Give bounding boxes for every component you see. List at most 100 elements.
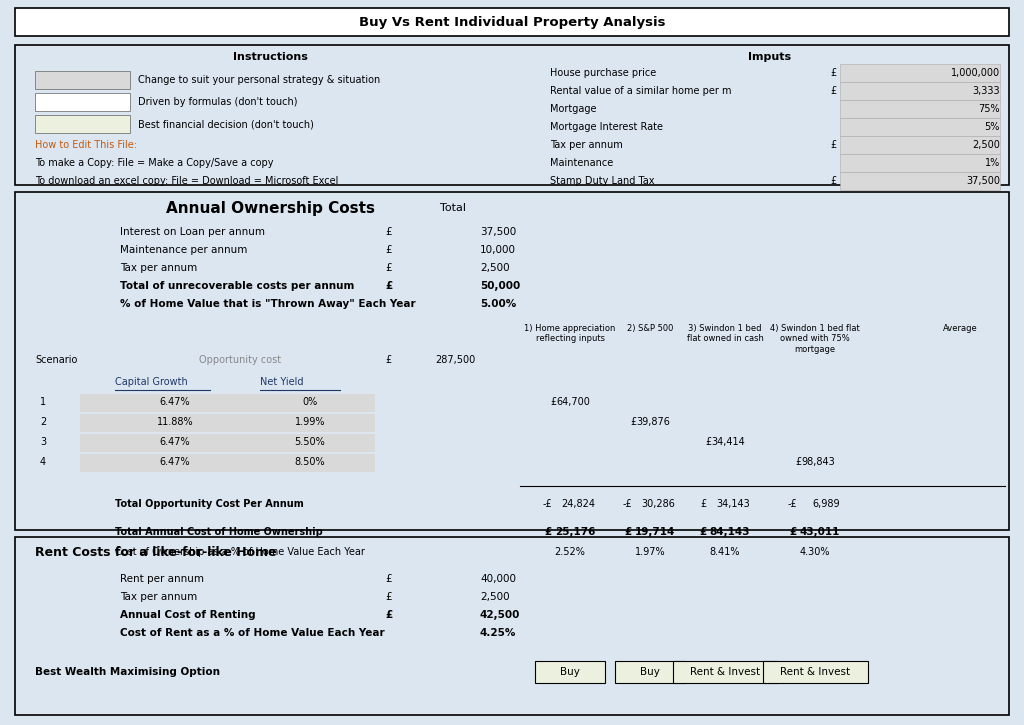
Text: 5.00%: 5.00% (480, 299, 516, 309)
Bar (840, 64, 1000, 82)
Text: -£: -£ (543, 499, 552, 509)
Text: 6.47%: 6.47% (160, 437, 190, 447)
Text: £: £ (699, 527, 707, 537)
Text: Maintenance per annum: Maintenance per annum (120, 245, 248, 255)
Bar (15, 537, 1009, 715)
Text: 6.47%: 6.47% (160, 457, 190, 467)
Text: Total: Total (440, 203, 466, 213)
Text: £: £ (705, 437, 712, 447)
Text: 6.47%: 6.47% (160, 397, 190, 407)
Text: Total Opportunity Cost Per Annum: Total Opportunity Cost Per Annum (115, 499, 304, 509)
Text: £: £ (385, 574, 391, 584)
Bar (15, 192, 1009, 530)
Text: Stamp Duty Land Tax: Stamp Duty Land Tax (550, 176, 654, 186)
Text: 34,143: 34,143 (716, 499, 750, 509)
Text: 2) S&P 500: 2) S&P 500 (627, 324, 673, 333)
Text: £: £ (385, 355, 391, 365)
Text: 37,500: 37,500 (480, 227, 516, 237)
Text: 25,176: 25,176 (555, 527, 595, 537)
Bar (840, 100, 1000, 118)
Text: % of Home Value that is "Thrown Away" Each Year: % of Home Value that is "Thrown Away" Ea… (120, 299, 416, 309)
Bar (80, 394, 375, 412)
Text: Maintenance: Maintenance (550, 158, 613, 168)
Bar (840, 136, 1000, 154)
Bar (80, 454, 375, 472)
Text: 3,333: 3,333 (973, 86, 1000, 96)
Text: 1%: 1% (985, 158, 1000, 168)
Text: 75%: 75% (978, 104, 1000, 114)
Bar (673, 661, 778, 683)
Text: 2: 2 (40, 417, 46, 427)
Text: Best financial decision (don't touch): Best financial decision (don't touch) (138, 119, 314, 129)
Text: 1: 1 (40, 397, 46, 407)
Text: £: £ (385, 281, 392, 291)
Text: Tax per annum: Tax per annum (550, 140, 623, 150)
Text: Scenario: Scenario (35, 355, 78, 365)
Text: 0%: 0% (302, 397, 317, 407)
Text: 1.99%: 1.99% (295, 417, 326, 427)
Text: Net Yield: Net Yield (260, 377, 303, 387)
Text: Annual Ownership Costs: Annual Ownership Costs (166, 201, 375, 215)
Text: Average: Average (943, 324, 977, 333)
Text: Rental value of a similar home per m: Rental value of a similar home per m (550, 86, 731, 96)
Bar (535, 661, 605, 683)
Text: £: £ (625, 527, 632, 537)
Text: £: £ (385, 592, 391, 602)
Text: 34,414: 34,414 (712, 437, 745, 447)
Text: 2,500: 2,500 (480, 592, 510, 602)
Text: Opportunity cost: Opportunity cost (199, 355, 281, 365)
Bar (35, 71, 130, 89)
Text: Buy: Buy (640, 667, 659, 677)
Text: Interest on Loan per annum: Interest on Loan per annum (120, 227, 265, 237)
Text: Rent & Invest: Rent & Invest (780, 667, 850, 677)
Text: 287,500: 287,500 (435, 355, 475, 365)
Text: 2,500: 2,500 (480, 263, 510, 273)
Text: Annual Cost of Renting: Annual Cost of Renting (120, 610, 256, 620)
Text: Cost of Rent as a % of Home Value Each Year: Cost of Rent as a % of Home Value Each Y… (120, 628, 385, 638)
Text: Buy: Buy (560, 667, 580, 677)
Bar (763, 661, 868, 683)
Text: £: £ (830, 140, 837, 150)
Text: -£: -£ (787, 499, 797, 509)
Text: 3) Swindon 1 bed
flat owned in cash: 3) Swindon 1 bed flat owned in cash (686, 324, 764, 344)
Text: £: £ (830, 176, 837, 186)
Text: Cost of Ownership as a % of Home Value Each Year: Cost of Ownership as a % of Home Value E… (115, 547, 365, 557)
Text: £: £ (700, 499, 707, 509)
Text: Tax per annum: Tax per annum (120, 263, 198, 273)
Text: Rent per annum: Rent per annum (120, 574, 204, 584)
Bar (615, 661, 685, 683)
Text: Mortgage Interest Rate: Mortgage Interest Rate (550, 122, 663, 132)
Text: 4.30%: 4.30% (800, 547, 830, 557)
Text: 40,000: 40,000 (480, 574, 516, 584)
Text: Rent Costs for a like-for-like Home: Rent Costs for a like-for-like Home (35, 547, 276, 560)
Text: £: £ (385, 227, 391, 237)
Text: Change to suit your personal strategy & situation: Change to suit your personal strategy & … (138, 75, 380, 85)
Text: 1,000,000: 1,000,000 (951, 68, 1000, 78)
Bar (840, 82, 1000, 100)
Bar (15, 8, 1009, 36)
Text: 42,500: 42,500 (480, 610, 520, 620)
Text: 19,714: 19,714 (635, 527, 675, 537)
Text: £: £ (830, 68, 837, 78)
Text: 37,500: 37,500 (966, 176, 1000, 186)
Text: Driven by formulas (don't touch): Driven by formulas (don't touch) (138, 97, 298, 107)
Text: £: £ (545, 527, 552, 537)
Text: 11.88%: 11.88% (157, 417, 194, 427)
Text: Total Annual Cost of Home Ownership: Total Annual Cost of Home Ownership (115, 527, 323, 537)
Text: 24,824: 24,824 (561, 499, 595, 509)
Bar (80, 414, 375, 432)
Text: Imputs: Imputs (749, 52, 792, 62)
Text: 5.50%: 5.50% (295, 437, 326, 447)
Text: Mortgage: Mortgage (550, 104, 597, 114)
Text: 5%: 5% (985, 122, 1000, 132)
Text: House purchase price: House purchase price (550, 68, 656, 78)
Text: 4.25%: 4.25% (480, 628, 516, 638)
Text: Total of unrecoverable costs per annum: Total of unrecoverable costs per annum (120, 281, 354, 291)
Text: £: £ (550, 397, 556, 407)
Text: £: £ (385, 263, 391, 273)
Bar (840, 154, 1000, 172)
Text: 4: 4 (40, 457, 46, 467)
Text: 43,011: 43,011 (800, 527, 840, 537)
Text: 1.97%: 1.97% (635, 547, 666, 557)
Text: £: £ (385, 245, 391, 255)
